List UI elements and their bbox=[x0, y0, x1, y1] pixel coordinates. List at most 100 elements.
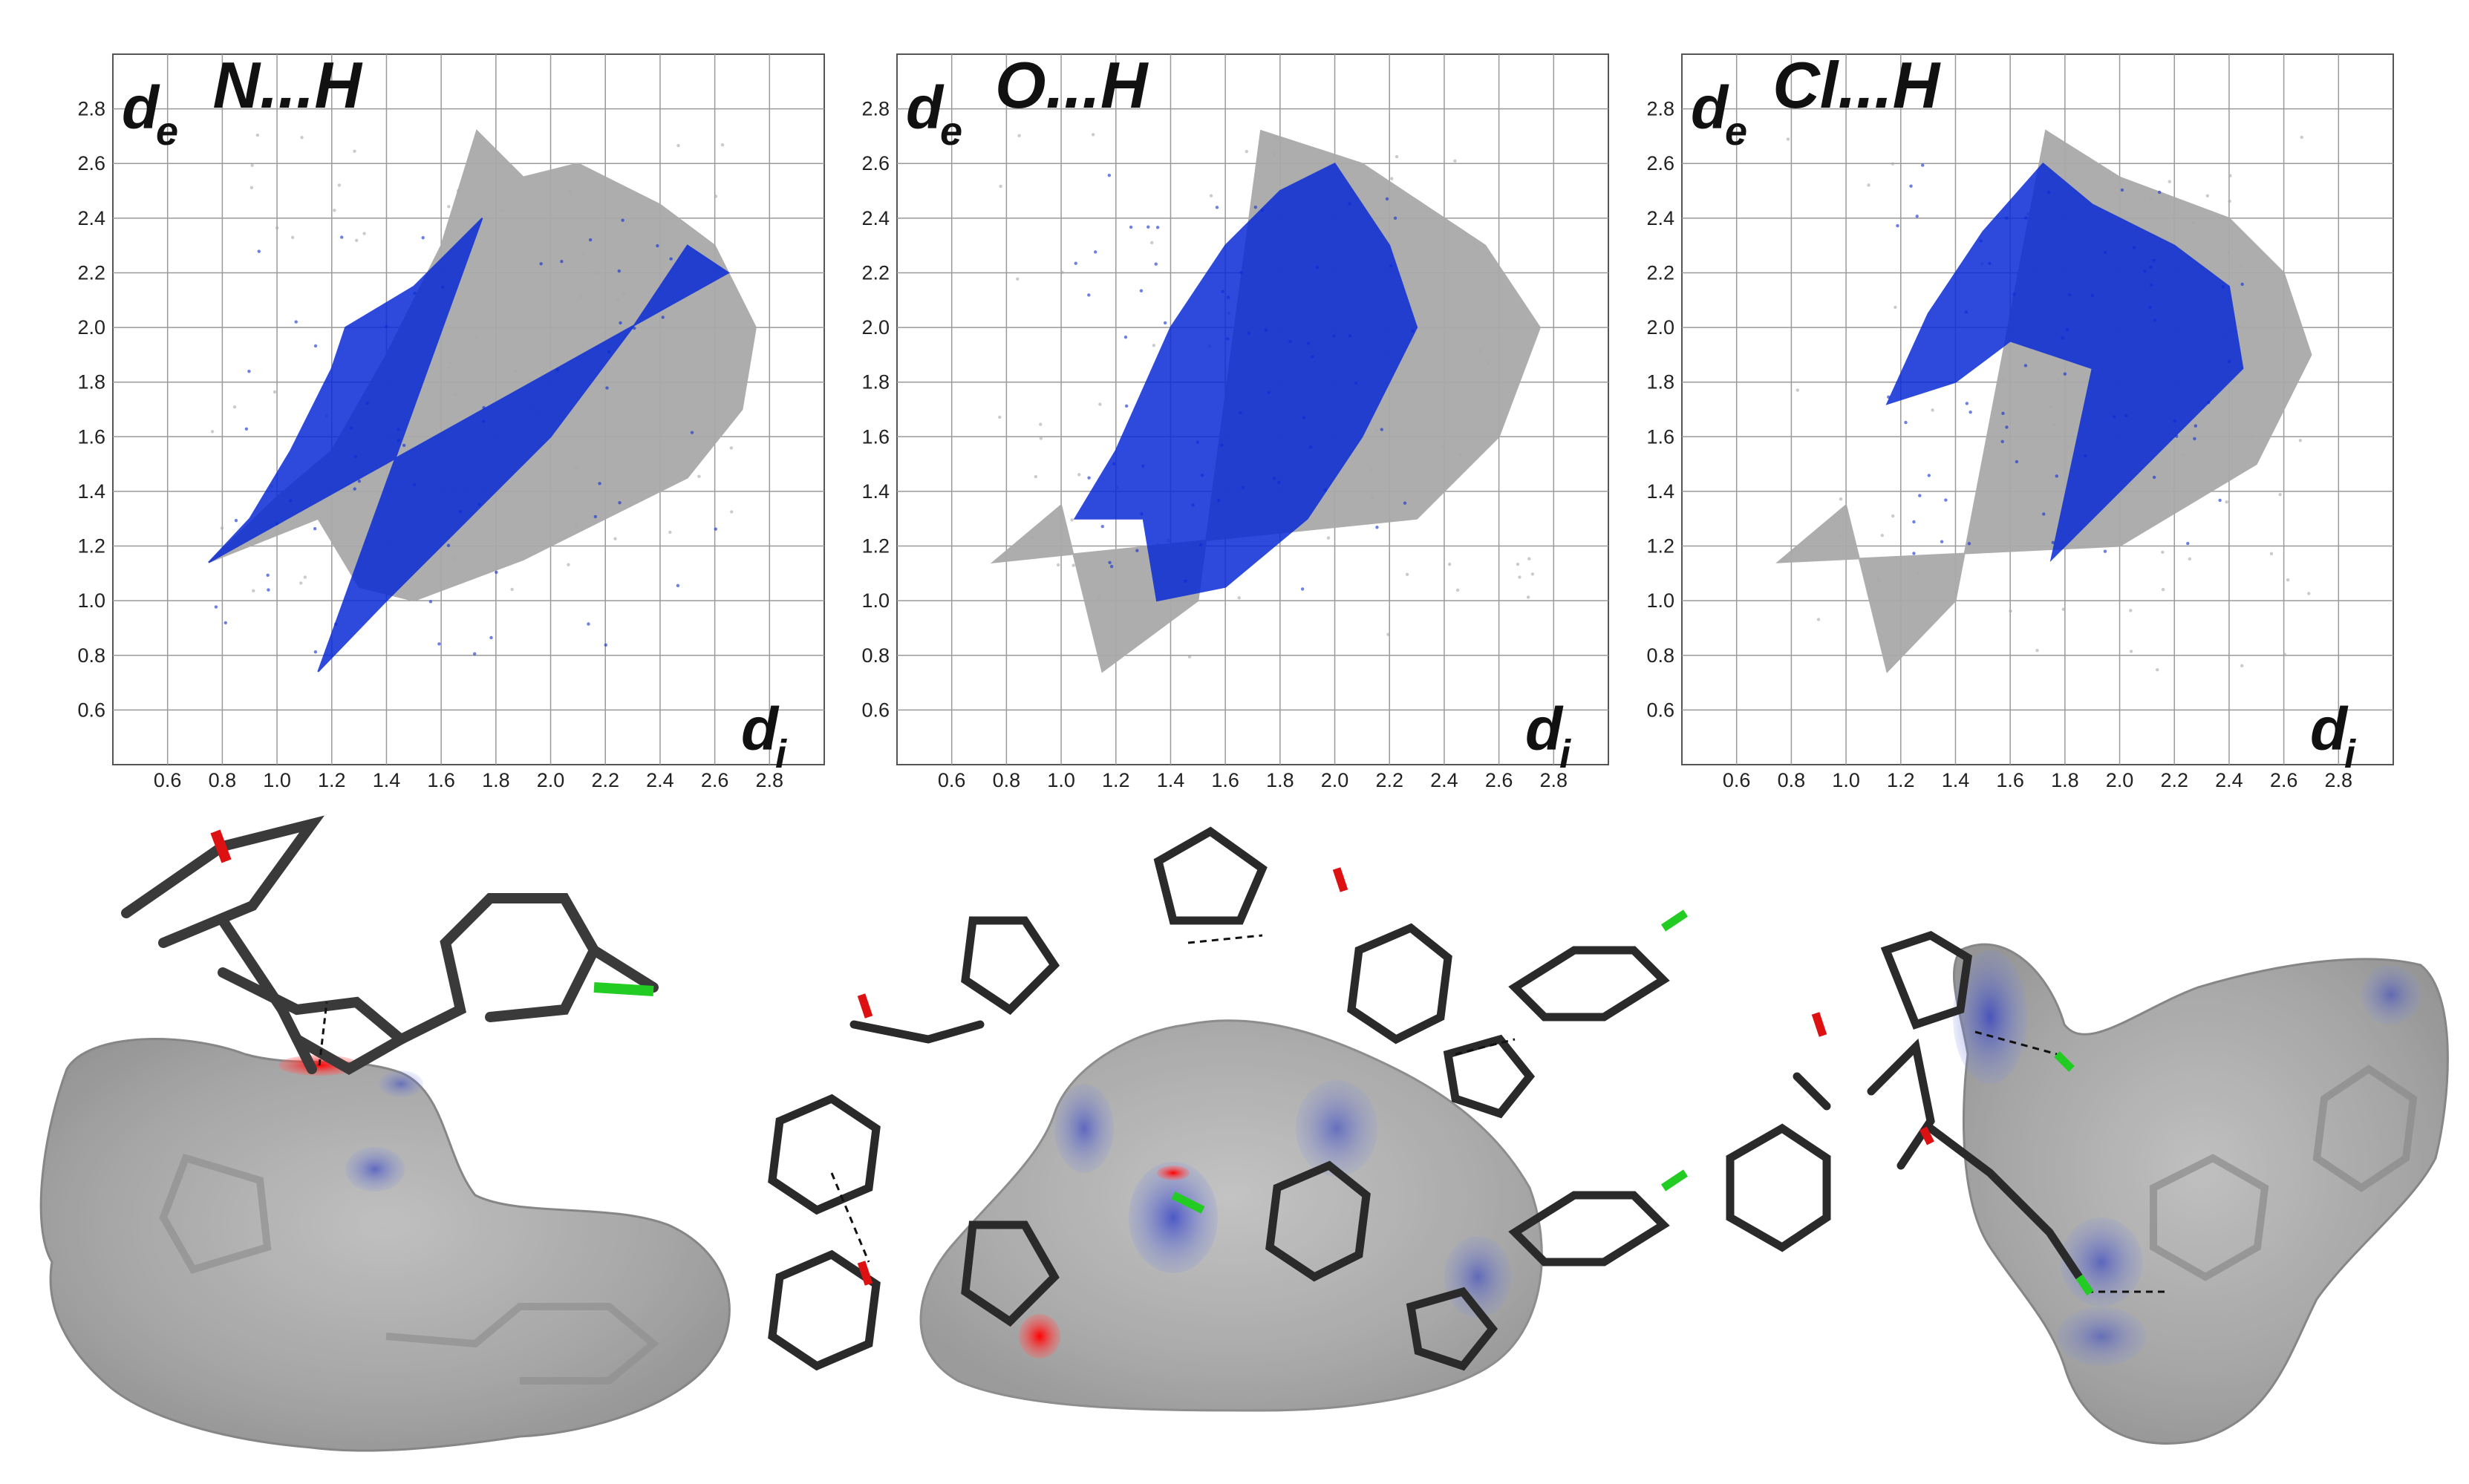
x-tick-label: 2.0 bbox=[537, 769, 565, 791]
scatter-point bbox=[1097, 595, 1100, 600]
scatter-point bbox=[587, 622, 590, 626]
scatter-point bbox=[607, 350, 611, 354]
scatter-point bbox=[340, 235, 344, 239]
x-tick-label: 2.2 bbox=[2160, 769, 2188, 791]
scatter-point bbox=[528, 378, 532, 382]
scatter-point bbox=[255, 133, 260, 137]
fingerprint-plot-o-h: 0.6 0.8 1.0 1.2 1.4 1.6 1.8 2.0 2.2 2.4 2.6 2.8 0.6 0… bbox=[861, 48, 1609, 791]
scatter-point bbox=[2129, 483, 2133, 487]
scatter-point bbox=[1940, 540, 1944, 543]
scatter-point bbox=[397, 428, 401, 431]
chlorine-bond bbox=[593, 982, 654, 996]
x-tick-label: 0.8 bbox=[209, 769, 237, 791]
scatter-point bbox=[1039, 437, 1043, 440]
scatter-point bbox=[2063, 372, 2067, 376]
scatter-point bbox=[224, 621, 227, 625]
scatter-point bbox=[2250, 434, 2254, 439]
x-tick-label: 1.2 bbox=[1102, 769, 1130, 791]
oxygen-bonds bbox=[857, 867, 1348, 1286]
scatter-region-selected-contacts bbox=[208, 218, 730, 673]
scatter-point bbox=[2205, 194, 2210, 197]
scatter-point bbox=[1056, 563, 1060, 567]
y-tick-label: 1.0 bbox=[77, 589, 105, 612]
scatter-point bbox=[299, 581, 303, 585]
x-axis-label-subscript: i bbox=[1559, 732, 1571, 777]
scatter-point bbox=[1839, 533, 1842, 537]
scatter-region-selected-contacts bbox=[1073, 162, 1418, 602]
red-contact-spot bbox=[1019, 1314, 1060, 1359]
scatter-point bbox=[234, 518, 238, 523]
y-tick-label: 2.8 bbox=[861, 98, 890, 120]
scatter-point bbox=[2298, 439, 2303, 442]
scatter-point bbox=[2005, 216, 2009, 220]
y-tick-label: 0.8 bbox=[1646, 644, 1674, 667]
scatter-point bbox=[1518, 575, 1521, 579]
scatter-point bbox=[574, 524, 578, 529]
scatter-point bbox=[1245, 149, 1249, 154]
scatter-point bbox=[1880, 534, 1884, 537]
x-tick-label: 1.6 bbox=[427, 769, 455, 791]
scatter-point bbox=[2009, 609, 2012, 613]
scatter-point bbox=[1894, 305, 1897, 310]
scatter-point bbox=[1516, 562, 1520, 566]
scatter-point bbox=[1135, 549, 1139, 552]
scatter-point bbox=[2129, 650, 2133, 653]
y-tick-label: 1.6 bbox=[861, 425, 890, 448]
scatter-point bbox=[2307, 592, 2311, 595]
scatter-point bbox=[555, 367, 559, 372]
x-tick-label: 0.8 bbox=[1778, 769, 1806, 791]
scatter-point bbox=[1916, 571, 1920, 575]
molecule-bonds-ghost bbox=[159, 1153, 659, 1385]
scatter-point bbox=[998, 415, 1002, 419]
scatter-point bbox=[2035, 648, 2039, 653]
scatter-point bbox=[1354, 381, 1358, 385]
scatter-point bbox=[1375, 526, 1379, 529]
scatter-point bbox=[2240, 664, 2244, 667]
scatter-point bbox=[333, 209, 336, 212]
scatter-point bbox=[2084, 454, 2087, 458]
y-tick-label: 1.0 bbox=[1646, 589, 1674, 612]
scatter-point bbox=[2193, 437, 2196, 441]
scatter-point bbox=[1964, 310, 1968, 314]
fingerprint-plot-n-h: 0.6 0.8 1.0 1.2 1.4 1.6 1.8 2.0 2.2 2.4 2.6 2.8 0.6 0… bbox=[77, 48, 825, 791]
scatter-point bbox=[1163, 321, 1167, 325]
scatter-point bbox=[1239, 411, 1242, 415]
molecule-bonds bbox=[1726, 930, 2084, 1281]
y-tick-label: 0.8 bbox=[861, 644, 890, 667]
scatter-point bbox=[1389, 264, 1393, 268]
x-tick-label: 2.8 bbox=[1540, 769, 1568, 791]
scatter-point bbox=[2155, 668, 2159, 672]
scatter-point bbox=[1017, 134, 1021, 137]
scatter-point bbox=[288, 499, 293, 503]
molecule-bonds bbox=[121, 815, 659, 1076]
oxygen-bond bbox=[210, 829, 232, 863]
scatter-point bbox=[2283, 653, 2286, 656]
scatter-point bbox=[313, 344, 318, 348]
hirshfeld-surface bbox=[1952, 943, 2449, 1445]
y-tick-label: 2.6 bbox=[77, 152, 105, 174]
scatter-point bbox=[1215, 206, 1219, 209]
y-tick-label: 1.8 bbox=[77, 371, 105, 393]
y-axis-label: d bbox=[1691, 74, 1729, 142]
scatter-point bbox=[1198, 543, 1203, 547]
y-tick-label: 0.6 bbox=[1646, 699, 1674, 721]
y-tick-label: 2.4 bbox=[1646, 207, 1674, 229]
y-tick-label: 2.8 bbox=[1646, 98, 1674, 120]
y-tick-label: 1.2 bbox=[1646, 535, 1674, 558]
scatter-point bbox=[593, 514, 598, 519]
y-tick-label: 2.6 bbox=[1646, 152, 1674, 174]
blue-contact-spot bbox=[2361, 965, 2421, 1024]
scatter-point bbox=[2061, 607, 2066, 612]
scatter-point bbox=[1154, 262, 1158, 266]
y-tick-label: 0.6 bbox=[77, 699, 105, 721]
scatter-point bbox=[294, 320, 298, 324]
scatter-point bbox=[1123, 335, 1128, 339]
scatter-point bbox=[1237, 596, 1241, 600]
scatter-point bbox=[1288, 339, 1292, 344]
scatter-point bbox=[1967, 542, 1971, 546]
scatter-point bbox=[2103, 250, 2107, 255]
scatter-point bbox=[1912, 520, 1916, 524]
scatter-point bbox=[252, 589, 255, 593]
scatter-point bbox=[616, 298, 619, 301]
